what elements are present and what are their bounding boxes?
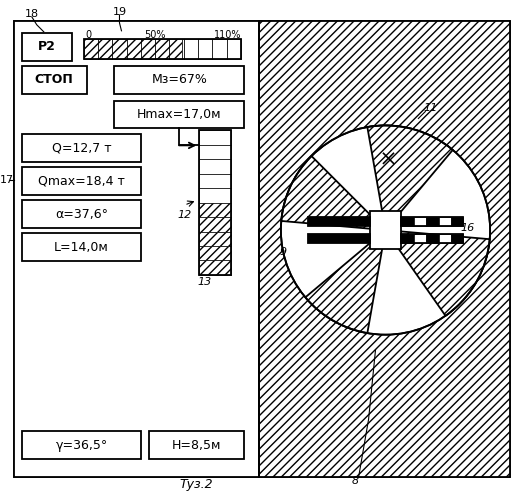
Bar xyxy=(199,246,231,260)
Bar xyxy=(22,33,72,60)
Bar xyxy=(84,39,182,58)
Text: 8: 8 xyxy=(352,476,359,486)
Wedge shape xyxy=(386,230,490,316)
Text: 10: 10 xyxy=(435,275,449,285)
Text: Qmax=18,4 т: Qmax=18,4 т xyxy=(38,175,125,188)
Bar xyxy=(84,39,241,58)
Bar xyxy=(308,217,370,226)
Text: 110%: 110% xyxy=(213,30,241,40)
Bar xyxy=(114,100,244,128)
Bar xyxy=(22,432,141,459)
Text: Τуз.2: Τуз.2 xyxy=(180,478,213,491)
Bar xyxy=(199,232,231,246)
Text: 14: 14 xyxy=(392,140,406,150)
Bar xyxy=(401,217,463,226)
Bar xyxy=(22,66,87,94)
Bar xyxy=(22,168,141,195)
Bar xyxy=(308,234,370,243)
Text: 19: 19 xyxy=(112,7,126,17)
Bar xyxy=(199,260,231,275)
Bar xyxy=(182,39,241,58)
Text: Мз=67%: Мз=67% xyxy=(151,73,207,86)
Bar xyxy=(199,145,231,160)
Bar xyxy=(149,432,244,459)
Text: 0: 0 xyxy=(86,30,92,40)
Text: Q=12,7 т: Q=12,7 т xyxy=(52,142,111,155)
Bar xyxy=(401,234,463,243)
Text: 11: 11 xyxy=(423,102,437,113)
Text: α=37,6°: α=37,6° xyxy=(55,208,108,220)
Bar xyxy=(14,21,259,477)
Bar xyxy=(199,202,231,217)
Bar xyxy=(22,233,141,261)
Bar xyxy=(370,211,401,249)
Bar xyxy=(114,66,244,94)
Bar xyxy=(451,234,463,243)
Bar xyxy=(259,21,510,477)
Bar xyxy=(401,234,414,243)
Text: L=14,0м: L=14,0м xyxy=(54,240,109,254)
Bar xyxy=(199,174,231,188)
Text: 50%: 50% xyxy=(144,30,165,40)
Bar xyxy=(451,217,463,226)
Text: Hmax=17,0м: Hmax=17,0м xyxy=(137,108,221,121)
Bar xyxy=(414,234,426,243)
Wedge shape xyxy=(281,156,386,230)
Bar xyxy=(401,217,414,226)
Text: H=8,5м: H=8,5м xyxy=(171,439,221,452)
Text: 18: 18 xyxy=(25,9,39,19)
Bar xyxy=(414,217,426,226)
Bar xyxy=(22,200,141,228)
Text: γ=36,5°: γ=36,5° xyxy=(55,439,108,452)
Wedge shape xyxy=(305,230,386,333)
Text: 13: 13 xyxy=(197,277,211,287)
Bar xyxy=(199,188,231,202)
Text: 9: 9 xyxy=(279,247,287,257)
Bar xyxy=(426,217,438,226)
Text: P2: P2 xyxy=(38,40,56,53)
Bar xyxy=(438,217,451,226)
Circle shape xyxy=(281,126,490,334)
Bar xyxy=(199,160,231,174)
Bar xyxy=(438,234,451,243)
Bar xyxy=(199,130,231,145)
Text: 17: 17 xyxy=(0,176,14,186)
Bar xyxy=(199,130,231,275)
Bar xyxy=(199,217,231,232)
Text: 12: 12 xyxy=(177,210,192,220)
Bar xyxy=(426,234,438,243)
Bar xyxy=(22,134,141,162)
Text: 15: 15 xyxy=(295,187,310,197)
Bar xyxy=(259,21,510,477)
Wedge shape xyxy=(367,126,453,230)
Text: 16: 16 xyxy=(460,223,474,233)
Text: СТОП: СТОП xyxy=(34,73,73,86)
